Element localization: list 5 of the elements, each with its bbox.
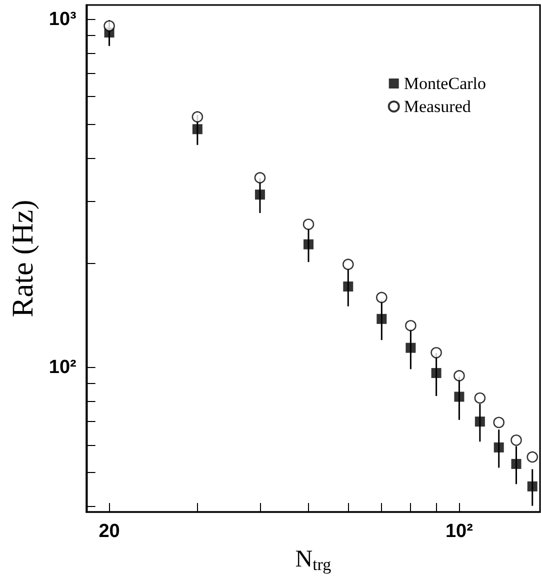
- legend-label: Measured: [404, 97, 472, 116]
- y-tick-label: 10³: [48, 8, 76, 30]
- y-axis-title: Rate (Hz): [6, 200, 40, 318]
- legend-label: MonteCarlo: [404, 74, 486, 93]
- x-tick-label: 20: [98, 521, 120, 542]
